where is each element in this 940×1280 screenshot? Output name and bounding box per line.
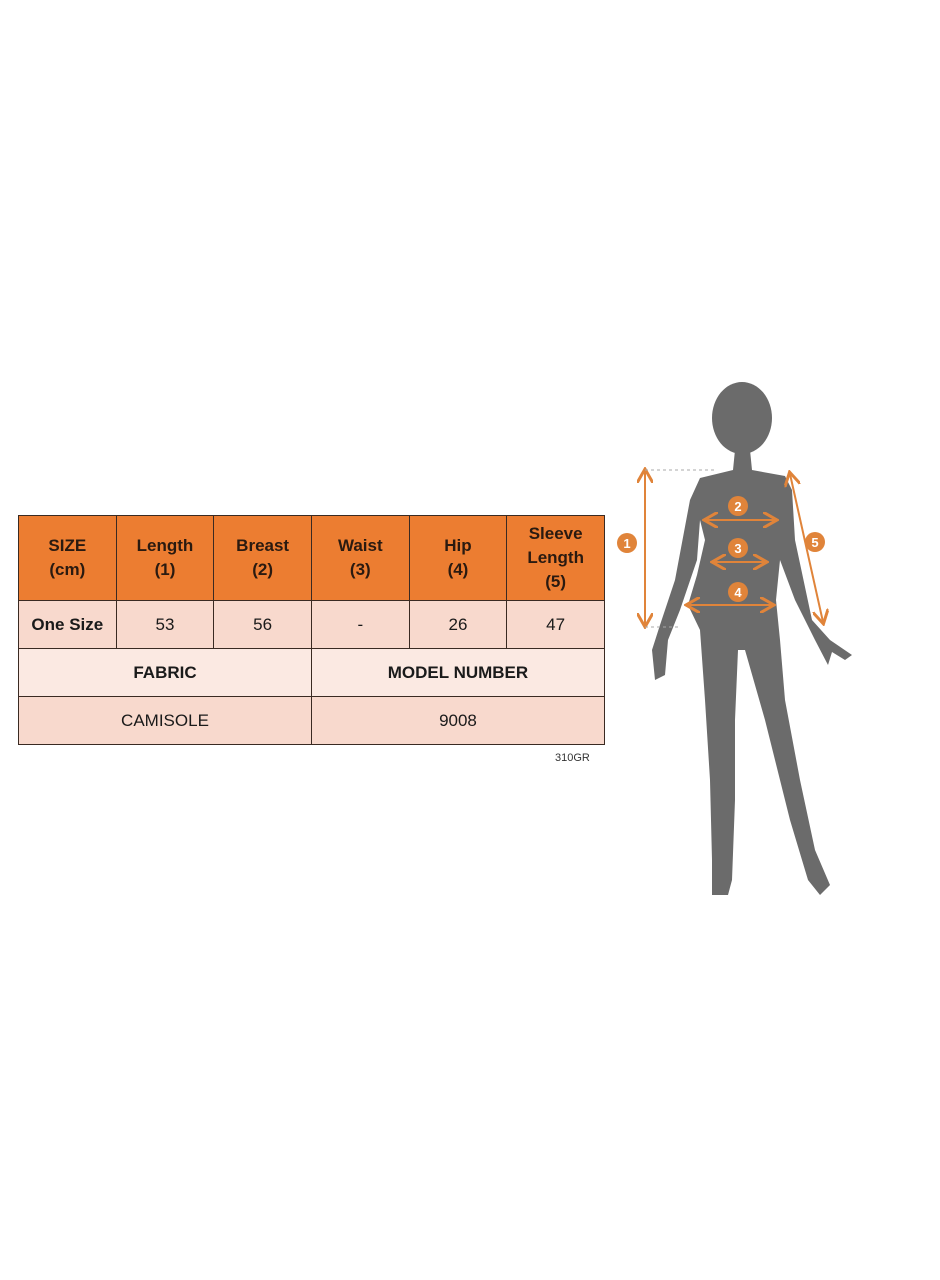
fabric-label: FABRIC: [18, 648, 312, 697]
header-text: (3): [349, 560, 371, 579]
cell-length: 53: [115, 600, 215, 649]
header-text: Sleeve: [528, 524, 583, 543]
marker-5: [805, 532, 825, 552]
silhouette-body: [652, 450, 852, 895]
header-text: Breast: [236, 536, 290, 555]
cell-sleeve-length: 47: [506, 600, 605, 649]
info-label-row: FABRIC MODEL NUMBER: [18, 648, 606, 697]
silhouette-head: [712, 382, 772, 454]
model-number-label: MODEL NUMBER: [310, 648, 606, 697]
silhouette: [652, 382, 852, 895]
marker-5-label: 5: [811, 535, 818, 550]
model-number-value: 9008: [310, 696, 606, 745]
header-text: (cm): [49, 560, 86, 579]
header-sleeve-length: Sleeve Length (5): [506, 515, 605, 601]
header-hip: Hip (4): [408, 515, 508, 601]
marker-3-label: 3: [734, 541, 741, 556]
header-text: Length: [527, 548, 584, 567]
header-text: Waist: [337, 536, 383, 555]
fabric-value: CAMISOLE: [18, 696, 312, 745]
header-length: Length (1): [115, 515, 215, 601]
cell-hip: 26: [408, 600, 508, 649]
sleeve-arrow: [790, 474, 823, 622]
header-breast: Breast (2): [213, 515, 312, 601]
cell-size: One Size: [18, 600, 117, 649]
header-text: (2): [252, 560, 274, 579]
header-text: Length: [136, 536, 194, 555]
header-waist: Waist (3): [310, 515, 410, 601]
product-code: 310GR: [555, 752, 590, 764]
size-chart-table: SIZE (cm) Length (1) Breast (2) Waist (3) Hi…: [18, 515, 606, 745]
cell-breast: 56: [213, 600, 312, 649]
header-text: (5): [545, 572, 567, 591]
marker-4-label: 4: [734, 585, 742, 600]
header-row: SIZE (cm) Length (1) Breast (2) Waist (3) Hi…: [18, 515, 605, 601]
header-text: Hip: [444, 536, 472, 555]
info-value-row: CAMISOLE 9008: [18, 696, 606, 745]
marker-2-label: 2: [734, 499, 741, 514]
header-text: (1): [154, 560, 176, 579]
table-row: One Size 53 56 - 26 47: [18, 600, 605, 649]
header-text: SIZE: [48, 536, 87, 555]
header-text: (4): [447, 560, 469, 579]
marker-3: [728, 538, 748, 558]
header-size: SIZE (cm): [18, 515, 117, 601]
marker-4: [728, 582, 748, 602]
marker-1-label: 1: [623, 536, 630, 551]
marker-2: [728, 496, 748, 516]
marker-1: [617, 533, 637, 553]
cell-waist: -: [310, 600, 410, 649]
